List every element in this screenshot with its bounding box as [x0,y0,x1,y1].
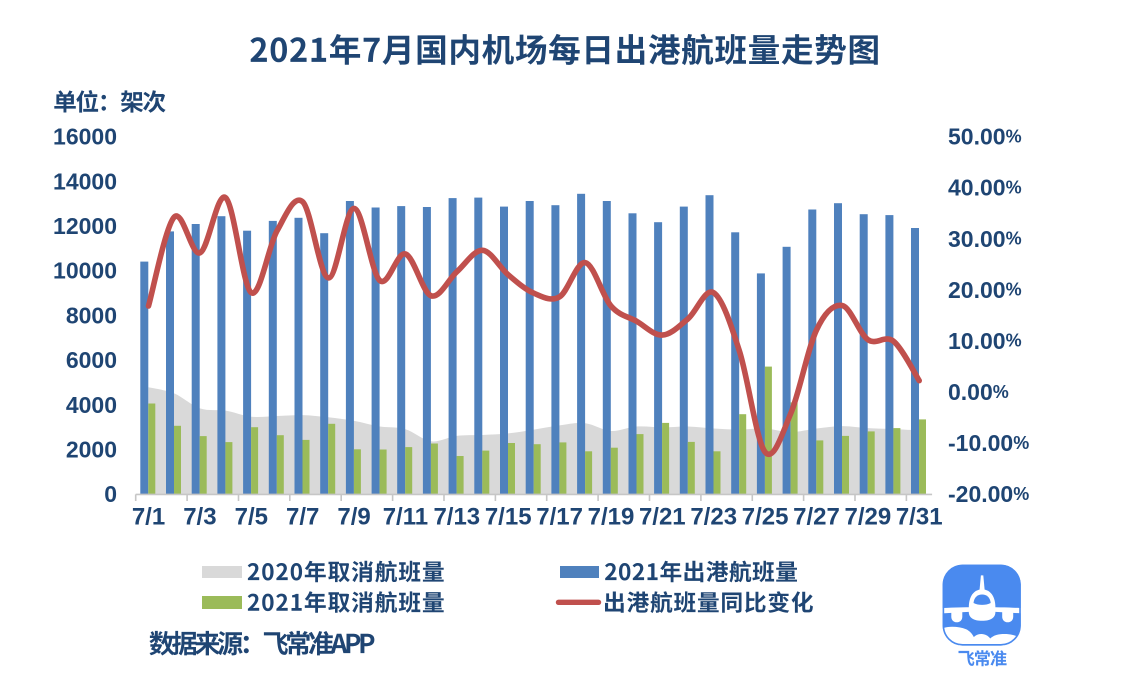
svg-text:7/27: 7/27 [793,504,840,531]
svg-text:7/1: 7/1 [132,504,165,531]
svg-text:7/19: 7/19 [588,504,635,531]
svg-text:-10.00%: -10.00% [948,430,1029,456]
svg-text:7/29: 7/29 [845,504,892,531]
svg-text:2000: 2000 [66,437,117,463]
svg-text:50.00%: 50.00% [948,124,1022,150]
svg-text:4000: 4000 [66,392,117,418]
svg-text:10.00%: 10.00% [948,328,1022,354]
svg-text:40.00%: 40.00% [948,175,1022,201]
svg-text:20.00%: 20.00% [948,277,1022,303]
svg-text:-20.00%: -20.00% [948,481,1029,507]
svg-text:16000: 16000 [53,124,117,150]
svg-text:0.00%: 0.00% [948,379,1009,405]
svg-text:6000: 6000 [66,347,117,373]
svg-text:7/7: 7/7 [286,504,319,531]
svg-text:7/25: 7/25 [742,504,789,531]
svg-text:7/17: 7/17 [536,504,583,531]
svg-text:7/5: 7/5 [235,504,268,531]
svg-text:7/13: 7/13 [433,504,480,531]
svg-text:0: 0 [104,481,117,507]
svg-text:7/3: 7/3 [183,504,216,531]
svg-text:30.00%: 30.00% [948,226,1022,252]
svg-text:8000: 8000 [66,302,117,328]
svg-text:7/31: 7/31 [896,504,943,531]
svg-text:7/21: 7/21 [639,504,686,531]
svg-text:12000: 12000 [53,213,117,239]
svg-text:7/11: 7/11 [383,504,428,531]
svg-text:7/9: 7/9 [337,504,370,531]
svg-text:14000: 14000 [53,168,117,194]
svg-text:7/23: 7/23 [690,504,737,531]
svg-text:10000: 10000 [53,258,117,284]
svg-text:7/15: 7/15 [485,504,532,531]
